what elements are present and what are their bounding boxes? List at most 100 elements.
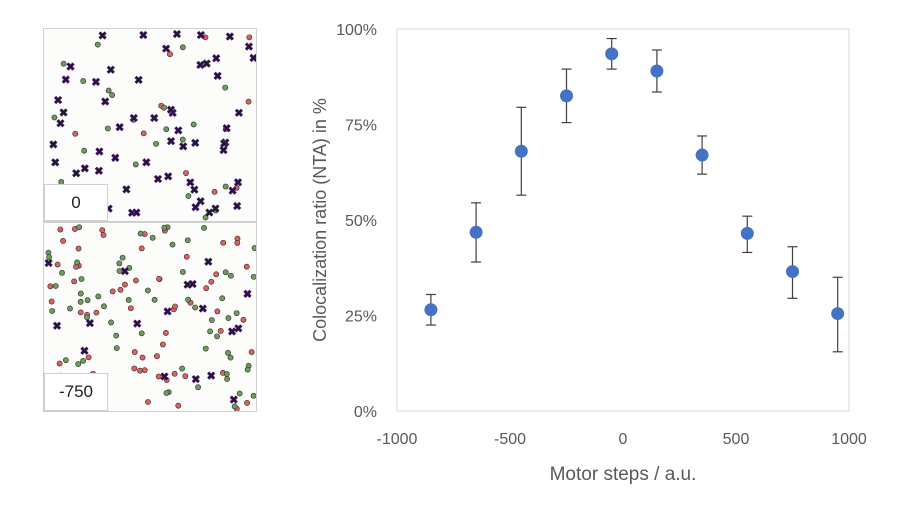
- red-particle: [155, 373, 162, 380]
- green-particle: [149, 234, 156, 241]
- colocalized-cross-icon: [198, 304, 207, 313]
- red-particle: [208, 278, 215, 285]
- data-point: [605, 47, 619, 61]
- colocalized-cross-icon: [186, 178, 195, 187]
- green-particle: [116, 268, 123, 274]
- green-particle: [116, 260, 123, 267]
- red-particle: [220, 239, 227, 246]
- red-particle: [217, 328, 224, 334]
- green-particle: [202, 214, 209, 221]
- red-particle: [122, 281, 128, 288]
- data-point: [786, 265, 799, 279]
- green-particle: [185, 296, 192, 303]
- colocalized-cross-icon: [191, 138, 200, 147]
- red-particle: [240, 316, 247, 323]
- red-particle: [54, 261, 61, 268]
- green-particle: [225, 349, 231, 356]
- colocalized-cross-icon: [129, 113, 138, 123]
- green-particle: [84, 314, 90, 321]
- green-particle: [75, 361, 82, 367]
- red-particle: [171, 370, 178, 377]
- colocalized-cross-icon: [213, 71, 222, 81]
- red-particle: [57, 226, 64, 233]
- colocalized-cross-icon: [51, 158, 60, 167]
- green-particle: [113, 332, 120, 339]
- colocalized-cross-icon: [211, 204, 220, 213]
- colocalized-cross-icon: [163, 307, 172, 316]
- green-particle: [163, 126, 170, 133]
- colocalized-cross-icon: [164, 172, 173, 181]
- red-particle: [85, 354, 92, 361]
- green-particle: [153, 140, 160, 147]
- colocalized-cross-icon: [228, 186, 237, 195]
- colocalized-cross-icon: [207, 371, 216, 380]
- red-particle: [234, 240, 241, 246]
- colocalized-cross-icon: [98, 31, 107, 40]
- colocalized-cross-icon: [196, 197, 205, 206]
- x-tick-label: -1000: [377, 431, 418, 448]
- panel-label-bottom: -750: [44, 373, 108, 411]
- green-particle: [222, 84, 229, 91]
- green-particle: [78, 276, 85, 282]
- green-particle: [52, 283, 59, 289]
- red-particle: [56, 360, 63, 367]
- y-axis-label: Colocalization ratio (NTA) in %: [310, 98, 330, 342]
- colocalized-cross-icon: [244, 42, 254, 51]
- red-particle: [141, 367, 148, 374]
- data-point: [740, 226, 754, 240]
- colocalized-cross-icon: [101, 97, 110, 106]
- green-particle: [225, 315, 232, 321]
- red-particle: [156, 275, 162, 282]
- green-particle: [208, 317, 215, 323]
- green-particle: [179, 136, 186, 143]
- colocalized-cross-icon: [233, 178, 243, 187]
- green-particle: [184, 237, 191, 244]
- plot-area: [396, 28, 850, 412]
- x-tick-label: 500: [723, 431, 750, 448]
- green-particle: [179, 365, 185, 372]
- red-particle: [244, 400, 250, 406]
- y-axis-ticks: 0% 25% 50% 75% 100%: [336, 22, 377, 421]
- green-particle: [202, 345, 209, 352]
- colocalized-cross-icon: [142, 158, 151, 167]
- colocalized-cross-icon: [153, 174, 163, 184]
- x-tick-label: -500: [494, 431, 526, 448]
- red-particle: [167, 51, 173, 58]
- red-particle: [100, 232, 107, 238]
- microscopy-panel-bottom: -750: [43, 222, 257, 412]
- red-particle: [48, 298, 55, 305]
- red-particle: [109, 288, 116, 295]
- microscopy-panel-top: 0: [43, 28, 257, 222]
- colocalized-cross-icon: [249, 53, 256, 63]
- colocalized-cross-icon: [190, 185, 199, 194]
- colocalized-cross-icon: [111, 153, 120, 162]
- red-particle: [131, 365, 138, 372]
- colocalized-cross-icon: [150, 113, 159, 123]
- colocalized-cross-icon: [219, 145, 228, 155]
- red-particle: [47, 283, 54, 290]
- colocalized-cross-icon: [166, 136, 176, 146]
- green-particle: [233, 310, 240, 317]
- green-particle: [84, 297, 91, 304]
- green-particle: [80, 357, 86, 364]
- red-particle: [203, 285, 210, 292]
- red-particle: [211, 188, 218, 195]
- red-particle: [213, 271, 220, 278]
- colocalized-cross-icon: [191, 374, 200, 384]
- red-particle: [133, 277, 139, 284]
- colocalized-cross-icon: [205, 208, 214, 217]
- colocalized-cross-icon: [188, 279, 197, 289]
- y-tick-label: 75%: [345, 118, 377, 135]
- colocalized-cross-icon: [95, 147, 104, 156]
- colocalized-cross-icon: [106, 65, 115, 74]
- green-particle: [60, 60, 67, 67]
- green-particle: [113, 345, 120, 352]
- colocalized-cross-icon: [122, 185, 131, 194]
- red-particle: [77, 309, 84, 316]
- colocalized-cross-icon: [72, 169, 81, 178]
- colocalized-cross-icon: [52, 321, 62, 330]
- red-particle: [162, 330, 169, 336]
- x-axis-label: Motor steps / a.u.: [550, 464, 697, 485]
- green-particle: [49, 308, 56, 314]
- colocalized-cross-icon: [196, 30, 206, 40]
